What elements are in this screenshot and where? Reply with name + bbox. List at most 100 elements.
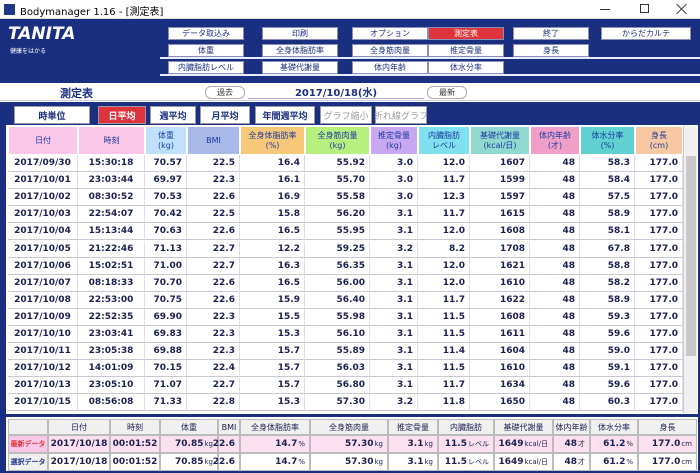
table-cell[interactable]: 58.8 bbox=[580, 257, 635, 275]
table-cell[interactable]: 22.3 bbox=[187, 343, 240, 361]
menu-button[interactable]: 身長 bbox=[513, 44, 589, 57]
menu-button[interactable]: 終了 bbox=[513, 27, 589, 40]
view-tab[interactable]: 日平均 bbox=[98, 106, 146, 124]
table-cell[interactable]: 2017/10/01 bbox=[8, 172, 78, 190]
table-cell[interactable]: 48 bbox=[530, 291, 580, 309]
table-cell[interactable]: 59.3 bbox=[580, 308, 635, 326]
table-cell[interactable]: 2017/10/09 bbox=[8, 308, 78, 326]
table-cell[interactable]: 56.00 bbox=[305, 274, 370, 292]
table-cell[interactable]: 16.5 bbox=[240, 223, 305, 241]
table-cell[interactable]: 2017/10/05 bbox=[8, 240, 78, 258]
table-cell[interactable]: 2017/10/04 bbox=[8, 223, 78, 241]
table-cell[interactable]: 71.13 bbox=[145, 240, 187, 258]
table-cell[interactable]: 1615 bbox=[470, 206, 530, 224]
table-cell[interactable]: 58.9 bbox=[580, 291, 635, 309]
table-cell[interactable]: 56.35 bbox=[305, 257, 370, 275]
view-tab[interactable]: グラフ縮小 bbox=[320, 106, 372, 124]
table-cell[interactable]: 15.5 bbox=[240, 308, 305, 326]
table-cell[interactable]: 16.1 bbox=[240, 172, 305, 190]
table-cell[interactable]: 23:03:44 bbox=[78, 172, 145, 190]
table-cell[interactable]: 3.1 bbox=[370, 343, 418, 361]
view-tab[interactable]: 週平均 bbox=[150, 106, 196, 124]
table-cell[interactable]: 70.70 bbox=[145, 274, 187, 292]
table-cell[interactable]: 48 bbox=[530, 326, 580, 344]
menu-button[interactable]: 内臓脂肪レベル bbox=[168, 61, 244, 74]
table-cell[interactable]: 56.03 bbox=[305, 360, 370, 378]
table-cell[interactable]: 12.2 bbox=[240, 240, 305, 258]
table-cell[interactable]: 2017/10/11 bbox=[8, 343, 78, 361]
table-cell[interactable]: 15.3 bbox=[240, 394, 305, 412]
table-cell[interactable]: 177.0 bbox=[635, 172, 683, 190]
table-cell[interactable]: 22.6 bbox=[187, 291, 240, 309]
table-cell[interactable]: 11.7 bbox=[418, 377, 470, 395]
table-cell[interactable]: 59.1 bbox=[580, 360, 635, 378]
table-cell[interactable]: 48 bbox=[530, 257, 580, 275]
table-cell[interactable]: 22:52:35 bbox=[78, 308, 145, 326]
table-cell[interactable]: 48 bbox=[530, 308, 580, 326]
table-cell[interactable]: 2017/10/12 bbox=[8, 360, 78, 378]
table-cell[interactable]: 16.9 bbox=[240, 189, 305, 207]
table-cell[interactable]: 22.7 bbox=[187, 240, 240, 258]
view-tab[interactable]: 折れ線グラフ bbox=[374, 106, 428, 124]
table-cell[interactable]: 11.5 bbox=[418, 326, 470, 344]
table-cell[interactable]: 58.2 bbox=[580, 274, 635, 292]
table-cell[interactable]: 11.7 bbox=[418, 291, 470, 309]
menu-button[interactable]: 体水分率 bbox=[428, 61, 504, 74]
table-cell[interactable]: 3.0 bbox=[370, 172, 418, 190]
table-cell[interactable]: 2017/10/10 bbox=[8, 326, 78, 344]
table-cell[interactable]: 22:54:07 bbox=[78, 206, 145, 224]
table-cell[interactable]: 177.0 bbox=[635, 257, 683, 275]
table-cell[interactable]: 8.2 bbox=[418, 240, 470, 258]
table-cell[interactable]: 16.5 bbox=[240, 274, 305, 292]
table-cell[interactable]: 1634 bbox=[470, 377, 530, 395]
table-cell[interactable]: 71.07 bbox=[145, 377, 187, 395]
table-cell[interactable]: 55.70 bbox=[305, 172, 370, 190]
table-cell[interactable]: 67.8 bbox=[580, 240, 635, 258]
table-cell[interactable]: 22.5 bbox=[187, 206, 240, 224]
table-cell[interactable]: 177.0 bbox=[635, 240, 683, 258]
table-cell[interactable]: 12.0 bbox=[418, 257, 470, 275]
table-cell[interactable]: 70.75 bbox=[145, 291, 187, 309]
table-cell[interactable]: 16.3 bbox=[240, 257, 305, 275]
table-cell[interactable]: 11.5 bbox=[418, 308, 470, 326]
table-cell[interactable]: 177.0 bbox=[635, 189, 683, 207]
table-cell[interactable]: 15.3 bbox=[240, 326, 305, 344]
table-cell[interactable]: 22:53:00 bbox=[78, 291, 145, 309]
table-cell[interactable]: 23:05:38 bbox=[78, 343, 145, 361]
menu-button[interactable]: 印刷 bbox=[262, 27, 338, 40]
table-cell[interactable]: 11.7 bbox=[418, 206, 470, 224]
table-cell[interactable]: 177.0 bbox=[635, 291, 683, 309]
table-cell[interactable]: 70.63 bbox=[145, 223, 187, 241]
maximize-button[interactable] bbox=[640, 4, 649, 13]
table-cell[interactable]: 48 bbox=[530, 360, 580, 378]
table-cell[interactable]: 11.4 bbox=[418, 343, 470, 361]
table-cell[interactable]: 3.1 bbox=[370, 326, 418, 344]
menu-button[interactable]: 体内年齢 bbox=[352, 61, 428, 74]
table-cell[interactable]: 69.90 bbox=[145, 308, 187, 326]
table-cell[interactable]: 3.1 bbox=[370, 206, 418, 224]
table-cell[interactable]: 15.8 bbox=[240, 206, 305, 224]
table-cell[interactable]: 71.33 bbox=[145, 394, 187, 412]
table-cell[interactable]: 57.30 bbox=[305, 394, 370, 412]
table-cell[interactable]: 177.0 bbox=[635, 206, 683, 224]
table-cell[interactable]: 3.1 bbox=[370, 257, 418, 275]
table-cell[interactable]: 59.6 bbox=[580, 326, 635, 344]
table-cell[interactable]: 1610 bbox=[470, 360, 530, 378]
table-cell[interactable]: 3.0 bbox=[370, 189, 418, 207]
table-cell[interactable]: 48 bbox=[530, 377, 580, 395]
table-cell[interactable]: 2017/09/30 bbox=[8, 155, 78, 173]
table-cell[interactable]: 55.95 bbox=[305, 223, 370, 241]
table-cell[interactable]: 15.7 bbox=[240, 360, 305, 378]
view-tab[interactable]: 時単位 bbox=[14, 106, 90, 124]
table-cell[interactable]: 22.7 bbox=[187, 257, 240, 275]
menu-button[interactable]: 測定表 bbox=[428, 27, 504, 40]
table-cell[interactable]: 3.2 bbox=[370, 240, 418, 258]
next-button[interactable]: 最新 bbox=[427, 86, 467, 99]
table-cell[interactable]: 11.5 bbox=[418, 360, 470, 378]
table-cell[interactable]: 177.0 bbox=[635, 308, 683, 326]
table-cell[interactable]: 55.89 bbox=[305, 343, 370, 361]
table-cell[interactable]: 22.3 bbox=[187, 308, 240, 326]
table-cell[interactable]: 55.58 bbox=[305, 189, 370, 207]
view-tab[interactable]: 年間週平均 bbox=[255, 106, 315, 124]
table-cell[interactable]: 70.42 bbox=[145, 206, 187, 224]
